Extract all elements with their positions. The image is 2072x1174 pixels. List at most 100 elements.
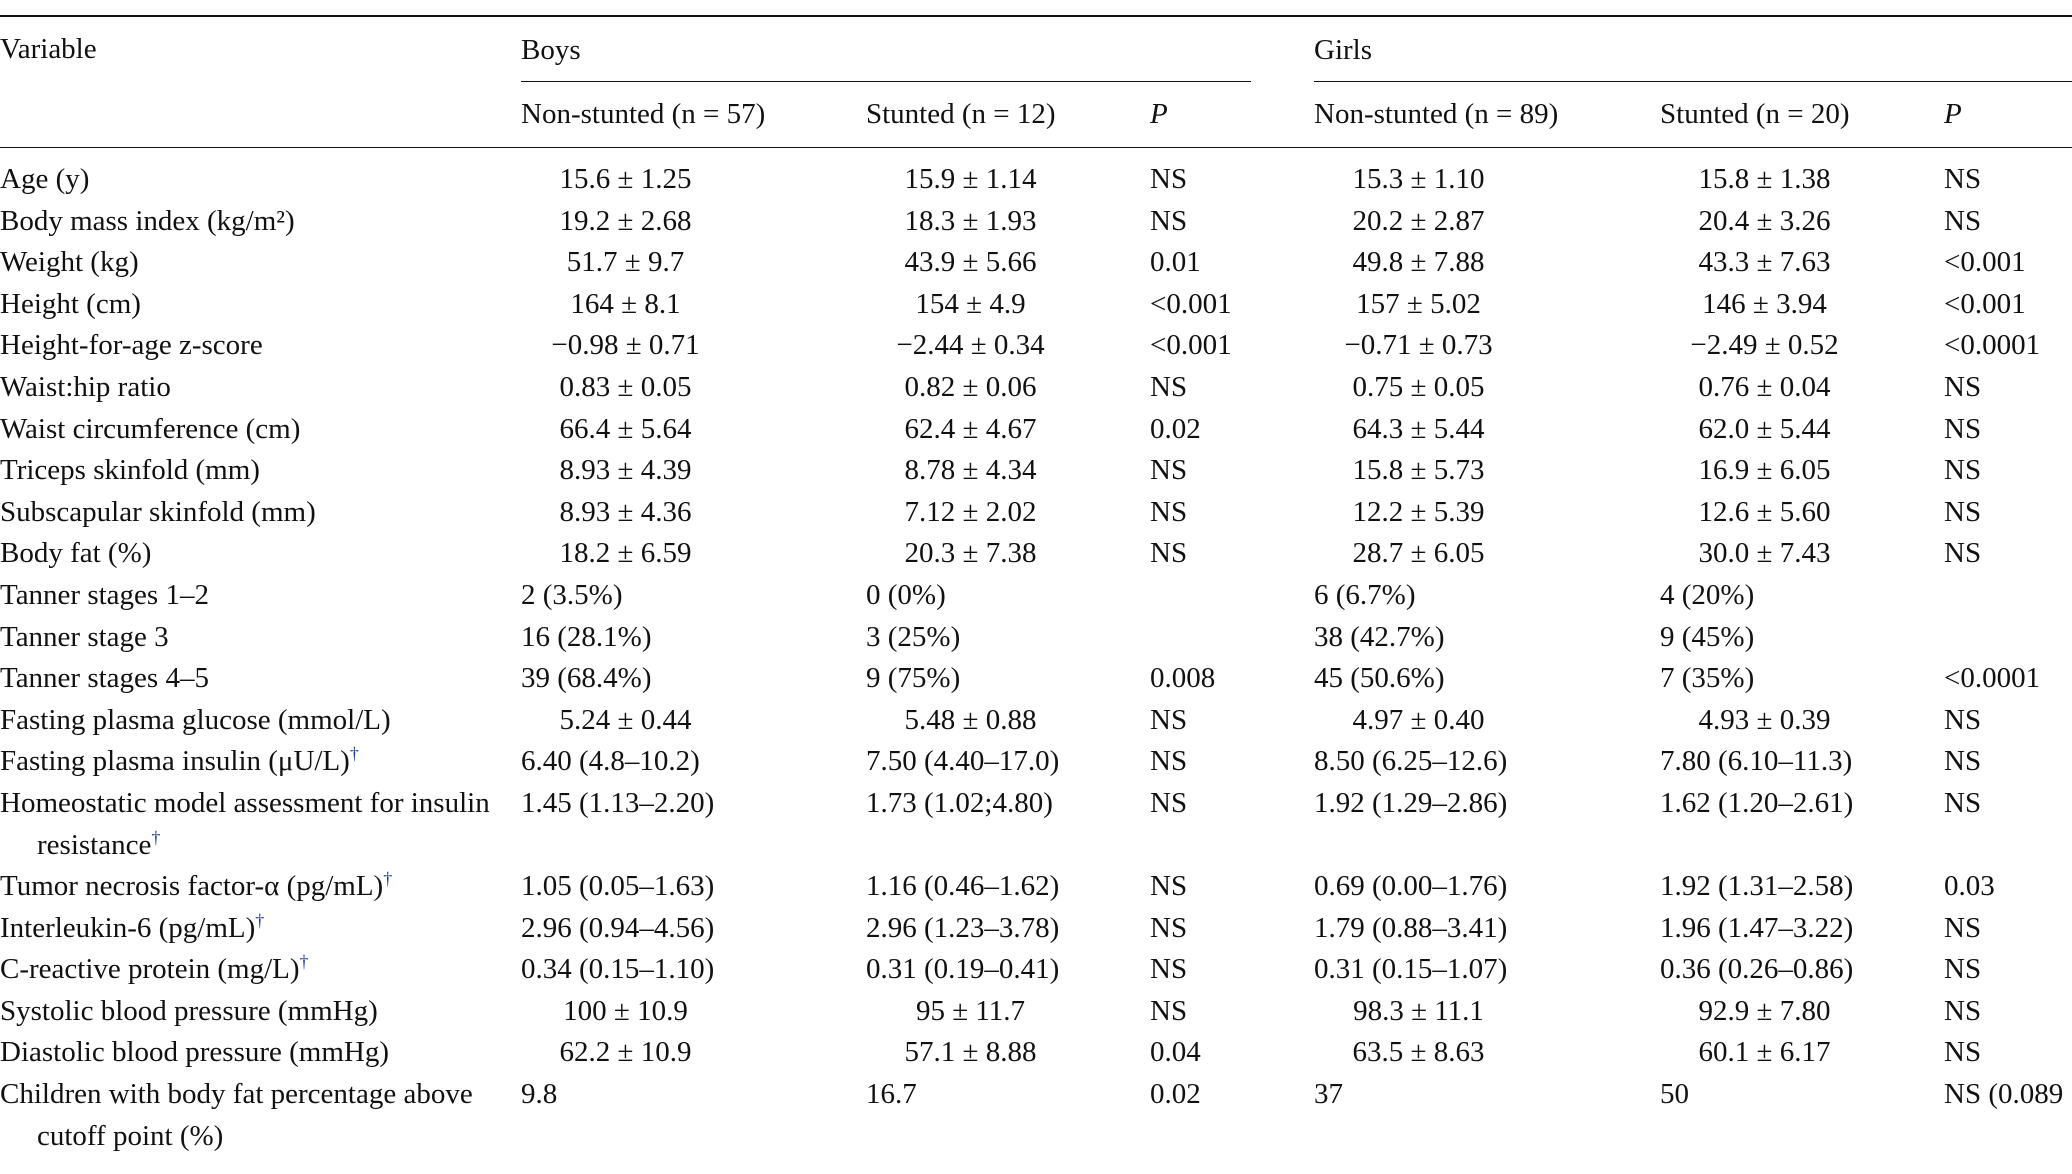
value-cell: NS [1150,533,1314,575]
variable-cell: Age (y) [0,148,521,201]
cell-value: 1.45 (1.13–2.20) [521,786,715,819]
value-cell: 1.16 (0.46–1.62) [866,866,1150,908]
cell-value: 164 ± 8.1 [570,287,681,320]
cell-value: 15.6 ± 1.25 [559,163,692,195]
table-row: Tanner stages 1–2 2 (3.5%) 0 (0%) 6 (6.7%) 4… [0,575,2072,617]
cell-value: −0.98 ± 0.71 [551,329,700,362]
value-cell: 2 (3.5%) [521,575,866,617]
cell-value: 8.93 ± 4.39 [559,454,692,487]
table-row: Systolic blood pressure (mmHg) 100 ± 10.9… [0,991,2072,1033]
variable-label: Fasting plasma glucose (mmol/L) [0,703,391,736]
cell-value: <0.001 [1150,329,1232,362]
table-row: Triceps skinfold (mm) 8.93 ± 4.39 8.78 ± 4… [0,450,2072,492]
cell-value: 38 (42.7%) [1314,620,1445,653]
value-cell [1150,617,1314,659]
value-cell: 1.79 (0.88–3.41) [1314,908,1660,950]
cell-value: 60.1 ± 6.17 [1698,1036,1831,1069]
value-cell: 3 (25%) [866,617,1150,659]
variable-cell: Height-for-age z-score [0,325,521,367]
cell-value: 62.2 ± 10.9 [559,1036,692,1069]
value-cell: 62.0 ± 5.44 [1660,409,1944,451]
cell-value: −2.49 ± 0.52 [1690,329,1839,362]
footnote-mark: † [151,826,161,847]
value-cell: 0.31 (0.15–1.07) [1314,949,1660,991]
cell-value: NS [1944,1036,1982,1069]
value-cell: NS [1150,741,1314,783]
column-header: Non-stunted (n = 57) [521,82,866,148]
value-cell: 16.9 ± 6.05 [1660,450,1944,492]
value-cell: <0.001 [1150,325,1314,367]
value-cell: 12.6 ± 5.60 [1660,492,1944,534]
value-cell: NS [1150,367,1314,409]
cell-value: NS [1150,163,1188,195]
cell-value: 0.69 (0.00–1.76) [1314,870,1508,903]
value-cell: 64.3 ± 5.44 [1314,409,1660,451]
value-cell: 0.34 (0.15–1.10) [521,949,866,991]
value-cell: 62.2 ± 10.9 [521,1032,866,1074]
value-cell: NS [1944,700,2072,742]
value-cell: 95 ± 11.7 [866,991,1150,1033]
cell-value: NS [1944,412,1982,445]
cell-value: 7 (35%) [1660,662,1755,695]
cell-value: 20.4 ± 3.26 [1698,204,1831,237]
value-cell: 157 ± 5.02 [1314,284,1660,326]
value-cell: 15.8 ± 5.73 [1314,450,1660,492]
cell-value: −0.71 ± 0.73 [1344,329,1493,362]
value-cell: 45 (50.6%) [1314,658,1660,700]
cell-value: 1.96 (1.47–3.22) [1660,911,1854,944]
value-cell: 28.7 ± 6.05 [1314,533,1660,575]
footnote-mark: † [383,868,393,889]
cell-value: <0.001 [1944,246,2026,279]
variable-label: Tanner stages 1–2 [0,578,209,611]
cell-value: 43.9 ± 5.66 [904,246,1037,279]
cell-value: 45 (50.6%) [1314,662,1445,695]
value-cell: 5.48 ± 0.88 [866,700,1150,742]
value-cell: 51.7 ± 9.7 [521,242,866,284]
cell-value: 9 (75%) [866,662,961,695]
variable-cell: Tanner stages 1–2 [0,575,521,617]
cell-value: 1.79 (0.88–3.41) [1314,911,1508,944]
variable-cell: Children with body fat percentage above … [0,1074,521,1157]
cell-value: 43.3 ± 7.63 [1698,246,1831,279]
value-cell: 0.008 [1150,658,1314,700]
header-row: Variable Boys Girls [0,15,2072,82]
value-cell: <0.001 [1944,242,2072,284]
variable-label: Waist:hip ratio [0,370,171,403]
table-row: Body fat (%) 18.2 ± 6.59 20.3 ± 7.38 NS 28.7… [0,533,2072,575]
cell-value: 0.75 ± 0.05 [1352,370,1485,403]
cell-value: 12.6 ± 5.60 [1698,495,1831,528]
variable-label: C-reactive protein (mg/L) [0,953,300,986]
cell-value: NS [1150,870,1188,903]
cell-value: <0.001 [1150,287,1232,320]
cell-value: 8.50 (6.25–12.6) [1314,745,1508,778]
value-cell: NS [1150,450,1314,492]
cell-value: 18.3 ± 1.93 [904,204,1037,237]
data-table: Variable Boys Girls Non-stunted (n = 57) St… [0,15,2072,1157]
value-cell: 9 (75%) [866,658,1150,700]
value-cell: 39 (68.4%) [521,658,866,700]
cell-value: 20.2 ± 2.87 [1352,204,1485,237]
value-cell: −2.49 ± 0.52 [1660,325,1944,367]
variable-cell: Homeostatic model assessment for insulin… [0,783,521,866]
cell-value: 15.9 ± 1.14 [904,163,1037,195]
value-cell: 15.3 ± 1.10 [1314,148,1660,201]
cell-value: 39 (68.4%) [521,662,652,695]
cell-value: 100 ± 10.9 [563,994,688,1027]
variable-cell: Height (cm) [0,284,521,326]
cell-value: 5.48 ± 0.88 [904,703,1037,736]
table-row: Height-for-age z-score −0.98 ± 0.71 −2.44 … [0,325,2072,367]
value-cell: 154 ± 4.9 [866,284,1150,326]
cell-value: 12.2 ± 5.39 [1352,495,1485,528]
cell-value: 9 (45%) [1660,620,1755,653]
cell-value: 63.5 ± 8.63 [1352,1036,1485,1069]
cell-value: 18.2 ± 6.59 [559,537,692,570]
cell-value: <0.001 [1944,287,2026,320]
value-cell: 20.4 ± 3.26 [1660,201,1944,243]
variable-label: Tanner stage 3 [0,620,169,653]
cell-value: 62.4 ± 4.67 [904,412,1037,445]
cell-value: 0.34 (0.15–1.10) [521,953,715,986]
value-cell: 8.93 ± 4.36 [521,492,866,534]
header-row: Non-stunted (n = 57) Stunted (n = 12) P Non… [0,82,2072,148]
value-cell: NS [1150,201,1314,243]
variable-label: Body mass index (kg/m²) [0,204,295,237]
